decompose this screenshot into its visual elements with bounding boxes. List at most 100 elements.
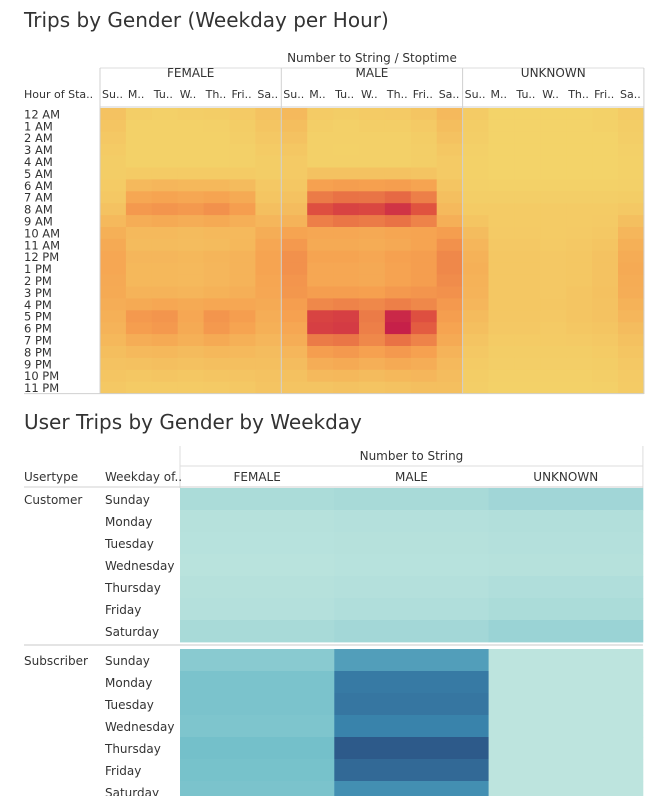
heat-cell <box>359 167 386 180</box>
heat-cell <box>462 262 489 275</box>
heat-cell <box>462 167 489 180</box>
heat-cell <box>462 381 489 394</box>
heat-cell <box>359 227 386 240</box>
heat-cell <box>488 298 515 311</box>
heat-cell <box>307 346 334 359</box>
heat-cell <box>125 155 153 168</box>
heat-cell <box>514 143 541 156</box>
heat-cell <box>462 346 489 359</box>
heat-cell <box>514 119 541 133</box>
heat-cell <box>100 167 127 180</box>
heat-cell <box>281 179 308 192</box>
heat-cell <box>488 119 515 133</box>
heat-cell <box>203 155 230 168</box>
heat-cell <box>618 250 645 264</box>
heat-cell <box>100 274 127 287</box>
heat-cell <box>333 143 360 156</box>
heat-cell <box>125 274 153 287</box>
heat-cell <box>566 119 593 133</box>
day-label: Su.. <box>465 88 486 101</box>
heat-cell <box>514 191 541 204</box>
heat-cell <box>436 119 463 133</box>
weekday-label: Wednesday <box>105 559 174 573</box>
heat-cell <box>436 238 463 252</box>
heat-cell <box>151 203 179 216</box>
heat-cell <box>514 369 541 383</box>
day-label: Th.. <box>205 88 227 101</box>
heat-cell <box>255 167 282 180</box>
heat-cell <box>255 238 282 252</box>
heat-cell <box>410 215 438 228</box>
heat-cell <box>540 274 567 287</box>
day-label: Su.. <box>102 88 123 101</box>
heat-cell <box>384 381 412 394</box>
heat-cell <box>540 215 567 228</box>
heat-cell <box>333 322 360 335</box>
heat-cell <box>125 119 153 133</box>
heat-cell <box>151 286 179 299</box>
heat-cell <box>255 262 282 275</box>
heat-cell <box>592 357 619 371</box>
heat-cell <box>333 131 360 145</box>
heat-cell <box>410 179 438 192</box>
heat-cell <box>410 286 438 299</box>
heat-cell <box>255 119 282 133</box>
heat-cell <box>359 298 386 311</box>
heat-cell <box>359 238 386 252</box>
heat-cell <box>333 286 360 299</box>
usertype-header: Usertype <box>24 470 78 484</box>
heat-cell <box>540 250 567 264</box>
heat-cell <box>100 131 127 145</box>
heat-cell <box>281 381 308 394</box>
heat-cell <box>177 179 204 192</box>
heat-cell <box>436 357 463 371</box>
weekday-label: Saturday <box>105 786 159 796</box>
heat-cell <box>384 143 412 156</box>
heat-cell <box>229 274 256 287</box>
heat-cell <box>462 143 489 156</box>
heat-cell <box>410 274 438 287</box>
heat-cell <box>255 250 282 264</box>
heat-cell <box>410 250 438 264</box>
heat-cell <box>384 322 412 335</box>
heat-cell <box>592 286 619 299</box>
heat-cell <box>177 381 204 394</box>
heat-cell <box>333 238 360 252</box>
heat-cell <box>462 203 489 216</box>
heat-cell <box>384 215 412 228</box>
weekday-label: Wednesday <box>105 720 174 734</box>
heat-cell <box>462 155 489 168</box>
heat-cell <box>334 532 489 555</box>
heat-cell <box>540 131 567 145</box>
heat-cell <box>410 167 438 180</box>
heat-cell <box>410 227 438 240</box>
heat-cell <box>281 191 308 204</box>
heat-cell <box>618 238 645 252</box>
heat-cell <box>384 227 412 240</box>
heat-cell <box>592 274 619 287</box>
heat-cell <box>100 369 127 383</box>
heat-cell <box>203 119 230 133</box>
heat-cell <box>488 576 644 599</box>
heat-cell <box>151 108 179 121</box>
heat-cell <box>436 346 463 359</box>
weekday-label: Tuesday <box>104 698 154 712</box>
heat-cell <box>566 108 593 121</box>
heat-cell <box>514 334 541 347</box>
heat-cell <box>359 369 386 383</box>
heat-cell <box>307 215 334 228</box>
weekday-label: Thursday <box>104 742 161 756</box>
hour-label: 12 AM <box>24 107 60 121</box>
heat-cell <box>410 191 438 204</box>
heat-cell <box>307 298 334 311</box>
heat-cell <box>333 274 360 287</box>
heat-cell <box>566 191 593 204</box>
heat-cell <box>540 369 567 383</box>
heat-cell <box>488 369 515 383</box>
heat-cell <box>307 286 334 299</box>
heat-cell <box>229 262 256 275</box>
hour-label: 4 PM <box>24 298 52 312</box>
heat-cell <box>462 119 489 133</box>
day-label: W.. <box>180 88 197 101</box>
heat-cell <box>334 715 489 738</box>
